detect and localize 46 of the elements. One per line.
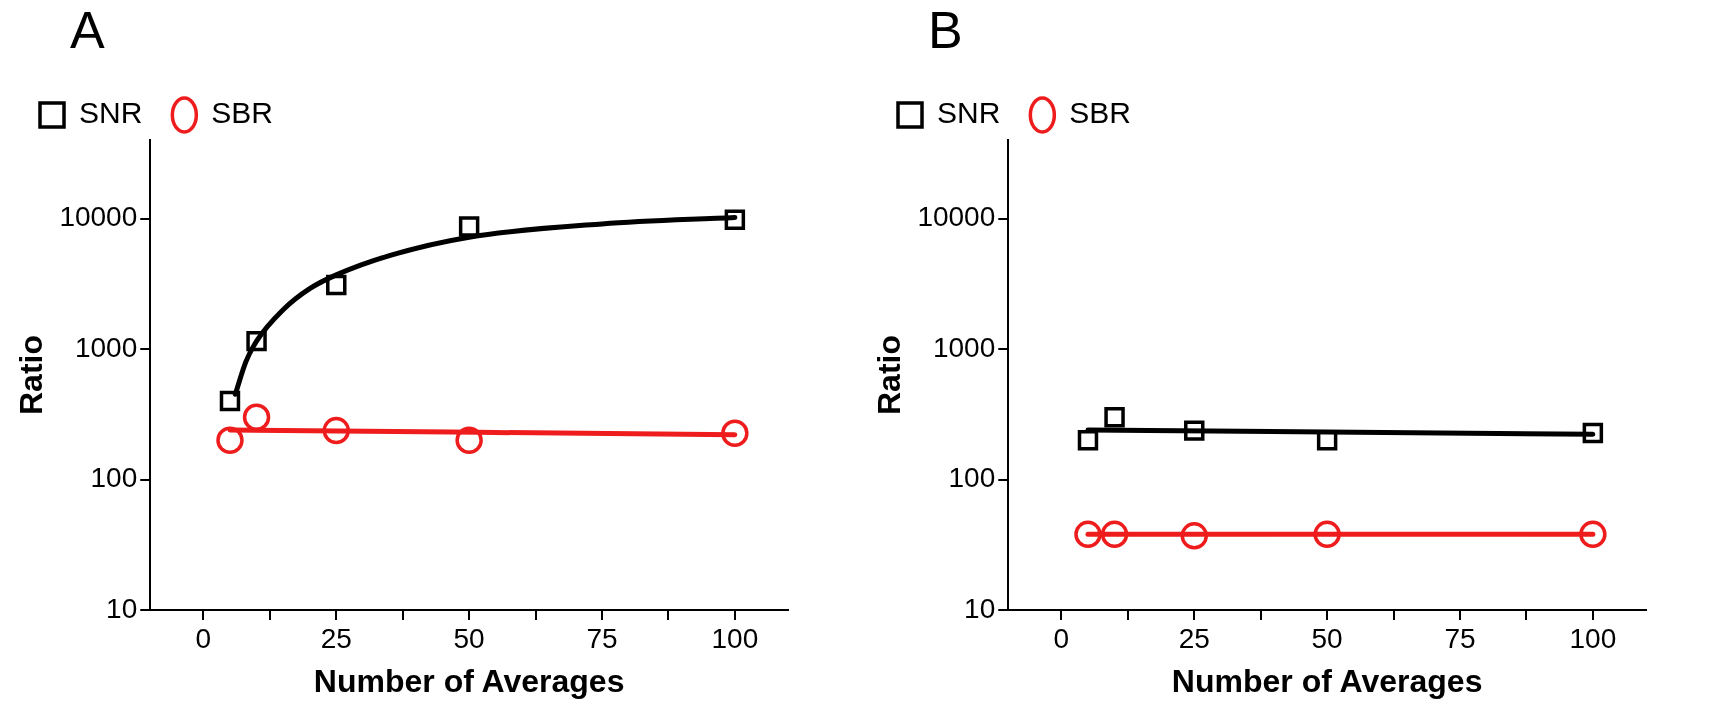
y-tick-label: 10 (106, 592, 138, 624)
chart-title: B (928, 1, 963, 60)
y-tick-label: 10000 (59, 201, 138, 233)
point (458, 216, 480, 237)
point (455, 426, 483, 454)
x-tick-label: 50 (453, 622, 485, 654)
y-tick-label: 10 (964, 592, 996, 624)
legend-label: SNR (79, 96, 143, 130)
x-tick-label: 0 (195, 622, 212, 654)
y-tick-label: 1000 (74, 331, 138, 363)
point (326, 274, 347, 296)
point (1180, 522, 1209, 550)
point (1104, 407, 1125, 428)
point (246, 330, 267, 352)
x-axis-title: Number of Averages (313, 662, 625, 699)
chart-title: A (70, 1, 105, 60)
point (1074, 520, 1102, 549)
legend-label: SNR (937, 96, 1001, 130)
x-tick-label: 50 (1311, 622, 1343, 654)
x-tick-label: 100 (711, 622, 759, 654)
x-tick-label: 0 (1053, 622, 1070, 654)
point (1579, 520, 1607, 549)
x-tick-label: 75 (1444, 622, 1476, 654)
point (1184, 420, 1205, 441)
point (322, 416, 351, 445)
point (216, 426, 244, 454)
y-tick-label: 100 (90, 462, 138, 494)
point (721, 419, 749, 448)
y-axis-title: Ratio (13, 335, 50, 415)
point (1313, 520, 1341, 549)
y-axis-title: Ratio (871, 335, 908, 415)
point (219, 390, 241, 412)
y-tick-label: 100 (948, 462, 996, 494)
x-tick-label: 25 (1178, 622, 1210, 654)
point (724, 209, 746, 230)
x-tick-label: 100 (1569, 622, 1617, 654)
y-tick-label: 1000 (932, 331, 996, 363)
legend-label: SBR (1069, 96, 1132, 130)
point (1100, 520, 1129, 549)
legend-label: SBR (211, 96, 274, 130)
point (1077, 430, 1099, 451)
y-tick-label: 10000 (917, 201, 996, 233)
x-axis-title: Number of Averages (1171, 662, 1483, 699)
x-tick-label: 25 (320, 622, 352, 654)
point (1582, 422, 1604, 444)
x-tick-label: 75 (586, 622, 618, 654)
